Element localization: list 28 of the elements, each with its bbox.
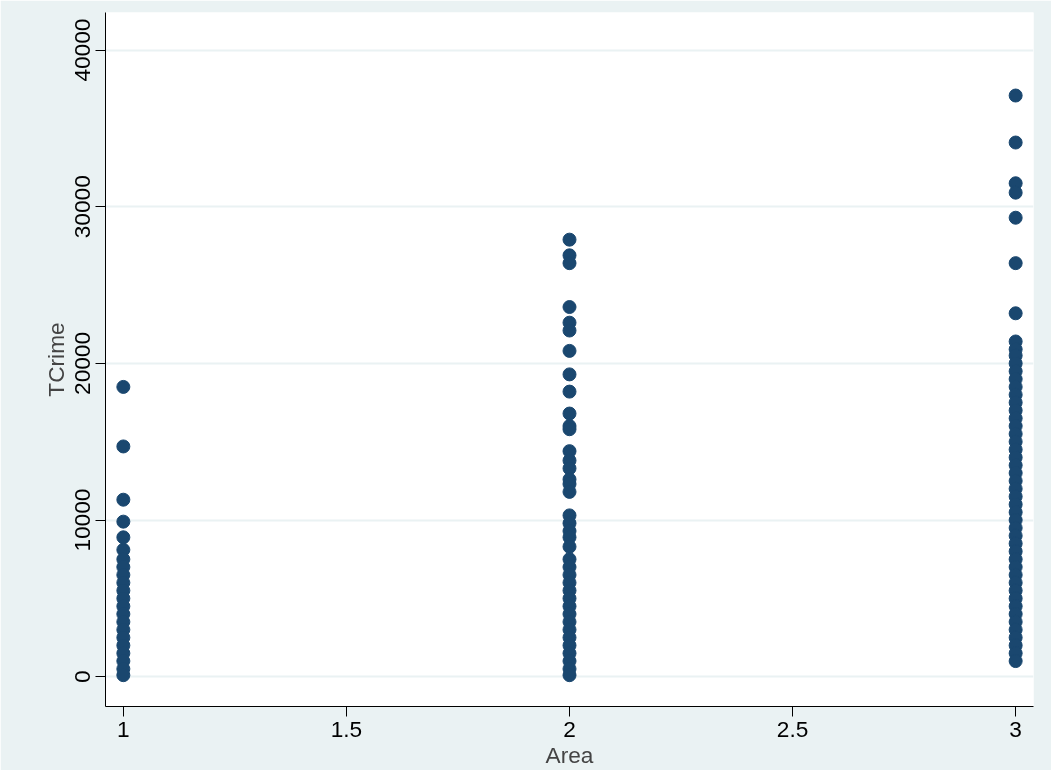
point [562,300,577,315]
x-tick-label: 1.5 [330,715,363,742]
y-axis-title: TCrime [42,322,69,397]
x-tick-label: 2 [563,715,576,742]
y-tick-label: 10000 [69,488,96,552]
point [1008,306,1023,321]
y-tick-label: 40000 [69,18,96,82]
point [116,439,131,454]
point [1008,88,1023,103]
point [562,406,577,421]
point [116,530,131,545]
point [116,379,131,394]
y-tick-label: 0 [69,670,96,684]
point [1008,256,1023,271]
point [562,343,577,358]
x-tick-label: 2.5 [776,715,809,742]
point [1008,135,1023,150]
point [116,514,131,529]
point [562,367,577,382]
x-axis-title: Area [545,741,594,768]
x-tick-label: 3 [1009,715,1022,742]
point [562,384,577,399]
y-tick-label: 30000 [69,175,96,239]
point [562,232,577,247]
point [116,492,131,507]
x-tick-label: 1 [117,715,130,742]
y-tick-label: 20000 [69,331,96,395]
point [1008,210,1023,225]
